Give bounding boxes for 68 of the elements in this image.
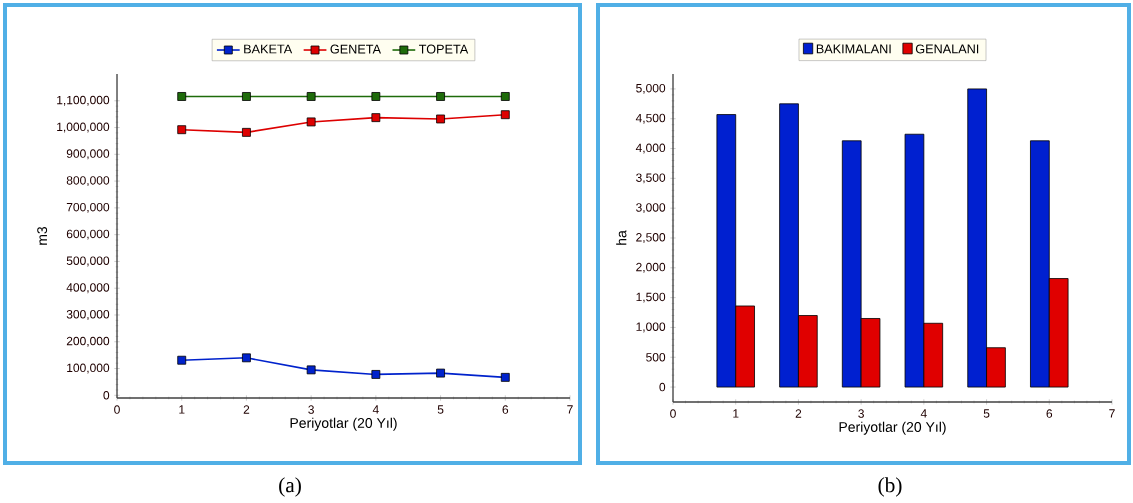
point bbox=[177, 125, 187, 135]
point bbox=[242, 92, 251, 101]
y-tick-label: 5,000 bbox=[636, 83, 666, 94]
point bbox=[500, 92, 510, 101]
point bbox=[371, 370, 381, 379]
x-tick-label: 0 bbox=[114, 405, 120, 414]
y-tick-label: 900,000 bbox=[66, 149, 110, 160]
x-tick-label: 1 bbox=[733, 409, 739, 418]
y-tick-label: 4,500 bbox=[635, 113, 666, 124]
y-tick-label: 600,000 bbox=[66, 229, 110, 240]
x-tick-label: 0 bbox=[670, 409, 676, 418]
y-tick-label: 1,000 bbox=[636, 322, 666, 333]
y-tick-label: 4,000 bbox=[635, 143, 666, 154]
y-axis-title: ha bbox=[616, 230, 627, 245]
legend-label: BAKETA bbox=[244, 44, 293, 54]
y-tick-label: 100,000 bbox=[67, 363, 110, 374]
y-tick-label: 200,000 bbox=[66, 336, 110, 347]
y-tick-label: 0 bbox=[103, 391, 110, 400]
y-tick-label: 500 bbox=[646, 353, 666, 362]
y-tick-label: 1,000,000 bbox=[57, 122, 110, 133]
y-tick-label: 800,000 bbox=[66, 176, 110, 187]
x-axis-title: Periyotlar (20 Yıl) bbox=[839, 421, 946, 435]
point bbox=[500, 372, 510, 382]
y-axis-title: m3 bbox=[37, 226, 48, 245]
point bbox=[436, 368, 445, 378]
x-tick-label: 3 bbox=[858, 409, 864, 418]
point bbox=[306, 117, 316, 127]
y-tick-label: 1,500 bbox=[636, 292, 666, 303]
point bbox=[242, 353, 251, 363]
y-tick-label: 1,100,000 bbox=[57, 95, 110, 106]
point bbox=[306, 92, 316, 101]
legend-label: GENETA bbox=[330, 44, 382, 54]
x-tick-label: 4 bbox=[372, 405, 379, 414]
point bbox=[177, 355, 187, 365]
x-tick-label: 6 bbox=[502, 405, 509, 414]
x-axis-title: Periyotlar (20 Yıl) bbox=[290, 417, 397, 431]
point bbox=[371, 92, 381, 101]
x-tick-label: 3 bbox=[308, 405, 314, 414]
x-tick-label: 5 bbox=[437, 405, 444, 414]
text: (a) bbox=[279, 477, 301, 497]
x-tick-label: 6 bbox=[1046, 409, 1053, 418]
x-tick-label: 2 bbox=[795, 409, 802, 418]
y-tick-label: 2,000 bbox=[636, 262, 666, 273]
legend-label: TOPETA bbox=[419, 44, 469, 54]
text: (b) bbox=[878, 477, 902, 497]
point bbox=[177, 92, 187, 101]
y-tick-label: 2,500 bbox=[636, 233, 666, 243]
x-tick-label: 7 bbox=[1109, 409, 1115, 418]
point bbox=[500, 110, 510, 120]
point bbox=[436, 114, 445, 124]
y-tick-label: 300,000 bbox=[66, 310, 110, 320]
point bbox=[242, 127, 251, 137]
x-tick-label: 4 bbox=[920, 409, 927, 418]
legend-label: GENALANI bbox=[915, 44, 979, 54]
x-tick-label: 2 bbox=[243, 405, 250, 414]
point bbox=[371, 113, 381, 123]
y-tick-label: 3,500 bbox=[636, 173, 666, 184]
point bbox=[306, 365, 316, 375]
x-tick-label: 7 bbox=[567, 405, 573, 414]
point bbox=[436, 92, 445, 101]
y-tick-label: 400,000 bbox=[66, 283, 110, 294]
y-tick-label: 500,000 bbox=[66, 256, 110, 267]
x-tick-label: 5 bbox=[983, 409, 990, 418]
legend-label: BAKIMALANI bbox=[816, 44, 891, 54]
y-tick-label: 0 bbox=[659, 382, 666, 392]
y-tick-label: 3,000 bbox=[636, 203, 666, 214]
x-tick-label: 1 bbox=[179, 405, 185, 414]
y-tick-label: 700,000 bbox=[66, 202, 110, 213]
